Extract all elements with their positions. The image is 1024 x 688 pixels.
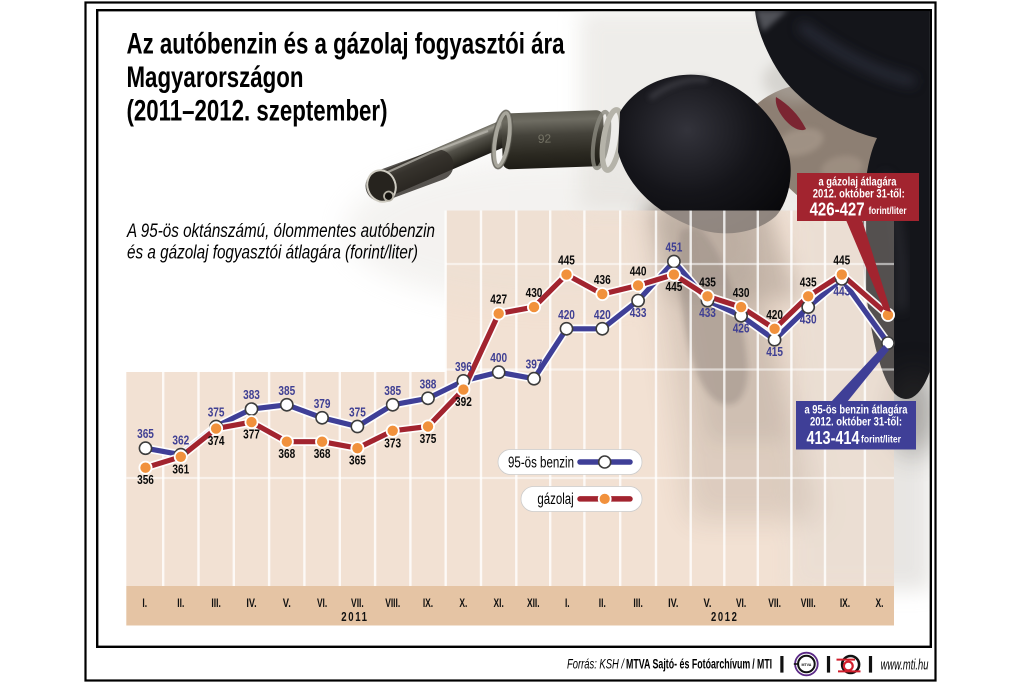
svg-text:451: 451	[666, 240, 683, 255]
svg-text:400: 400	[490, 350, 507, 365]
svg-text:361: 361	[172, 461, 189, 476]
svg-text:2012. október 31-től:: 2012. október 31-től:	[813, 189, 905, 201]
svg-text:a gázolaj átlagára: a gázolaj átlagára	[819, 177, 897, 189]
svg-text:368: 368	[278, 446, 295, 461]
svg-text:IV.: IV.	[246, 598, 256, 610]
svg-text:V.: V.	[704, 598, 712, 610]
svg-text:I.: I.	[565, 598, 570, 610]
svg-text:gázolaj: gázolaj	[537, 491, 573, 508]
svg-text:és a gázolaj fogyasztói átlagá: és a gázolaj fogyasztói átlagára (forint…	[127, 242, 418, 264]
svg-text:388: 388	[420, 376, 437, 391]
svg-text:365: 365	[349, 453, 366, 468]
svg-text:420: 420	[558, 307, 575, 322]
svg-text:VI.: VI.	[736, 598, 746, 610]
svg-text:385: 385	[278, 383, 295, 398]
svg-text:/ MTI: / MTI	[752, 657, 772, 673]
svg-text:445: 445	[558, 253, 575, 268]
svg-text:A 95-ös oktánszámú, ólommentes: A 95-ös oktánszámú, ólommentes autóbenzi…	[126, 220, 435, 242]
svg-text:www.mti.hu: www.mti.hu	[881, 657, 929, 673]
svg-text:435: 435	[800, 274, 817, 289]
svg-text:X.: X.	[876, 598, 884, 610]
svg-text:375: 375	[349, 405, 366, 420]
svg-text:383: 383	[243, 387, 260, 402]
svg-text:365: 365	[137, 426, 154, 441]
svg-text:95-ös benzin: 95-ös benzin	[508, 455, 574, 472]
svg-text:379: 379	[314, 396, 331, 411]
svg-text:VII.: VII.	[768, 598, 781, 610]
svg-text:XII.: XII.	[527, 598, 540, 610]
svg-text:396: 396	[455, 359, 472, 374]
svg-text:426-427: 426-427	[810, 199, 865, 220]
svg-text:445: 445	[833, 253, 850, 268]
svg-text:Az autóbenzin és a gázolaj fog: Az autóbenzin és a gázolaj fogyasztói ár…	[127, 28, 565, 61]
svg-text:2011: 2011	[341, 610, 369, 624]
svg-text:II.: II.	[177, 598, 184, 610]
svg-text:433: 433	[699, 305, 716, 320]
svg-text:2012. október 31-től:: 2012. október 31-től:	[810, 417, 902, 429]
svg-text:MTVA: MTVA	[801, 663, 811, 667]
svg-text:373: 373	[384, 435, 401, 450]
svg-text:IX.: IX.	[840, 598, 850, 610]
svg-text:420: 420	[594, 307, 611, 322]
svg-text:XI.: XI.	[494, 598, 504, 610]
svg-text:377: 377	[243, 427, 260, 442]
svg-text:forint/liter: forint/liter	[861, 434, 901, 445]
svg-text:II.: II.	[599, 598, 606, 610]
svg-text:VI.: VI.	[317, 598, 327, 610]
svg-text:III.: III.	[211, 598, 220, 610]
svg-text:Forrás: KSH /: Forrás: KSH /	[567, 657, 625, 673]
svg-text:415: 415	[766, 344, 783, 359]
svg-text:IX.: IX.	[423, 598, 433, 610]
svg-text:(2011–2012. szeptember): (2011–2012. szeptember)	[127, 95, 388, 128]
svg-text:VIII.: VIII.	[385, 598, 400, 610]
svg-text:420: 420	[766, 307, 783, 322]
svg-text:433: 433	[630, 305, 647, 320]
svg-text:435: 435	[699, 274, 716, 289]
svg-text:430: 430	[800, 312, 817, 327]
svg-text:V.: V.	[283, 598, 291, 610]
svg-text:440: 440	[630, 263, 647, 278]
svg-text:I.: I.	[142, 598, 147, 610]
svg-text:374: 374	[208, 433, 225, 448]
svg-text:X.: X.	[459, 598, 467, 610]
svg-text:356: 356	[137, 472, 154, 487]
svg-text:430: 430	[733, 285, 750, 300]
svg-text:426: 426	[733, 320, 750, 335]
svg-text:427: 427	[490, 292, 507, 307]
svg-text:436: 436	[594, 272, 611, 287]
svg-text:430: 430	[526, 285, 543, 300]
svg-text:375: 375	[420, 431, 437, 446]
svg-text:392: 392	[455, 394, 472, 409]
svg-text:forint/liter: forint/liter	[869, 206, 907, 217]
svg-text:375: 375	[208, 405, 225, 420]
svg-text:III.: III.	[633, 598, 642, 610]
svg-text:VII.: VII.	[351, 598, 364, 610]
svg-text:443: 443	[833, 283, 850, 298]
svg-text:VIII.: VIII.	[801, 598, 816, 610]
svg-text:IV.: IV.	[668, 598, 678, 610]
svg-text:445: 445	[666, 279, 683, 294]
svg-text:368: 368	[314, 446, 331, 461]
svg-text:a 95-ös benzin átlagára: a 95-ös benzin átlagára	[805, 405, 908, 417]
svg-text:413-414: 413-414	[807, 427, 861, 448]
svg-text:Magyarországon: Magyarországon	[127, 61, 304, 94]
svg-text:397: 397	[526, 357, 543, 372]
svg-text:385: 385	[384, 383, 401, 398]
svg-text:2012: 2012	[711, 610, 739, 624]
svg-text:362: 362	[172, 433, 189, 448]
svg-text:MTVA Sajtó- és Fotóarchívum: MTVA Sajtó- és Fotóarchívum	[626, 657, 750, 673]
